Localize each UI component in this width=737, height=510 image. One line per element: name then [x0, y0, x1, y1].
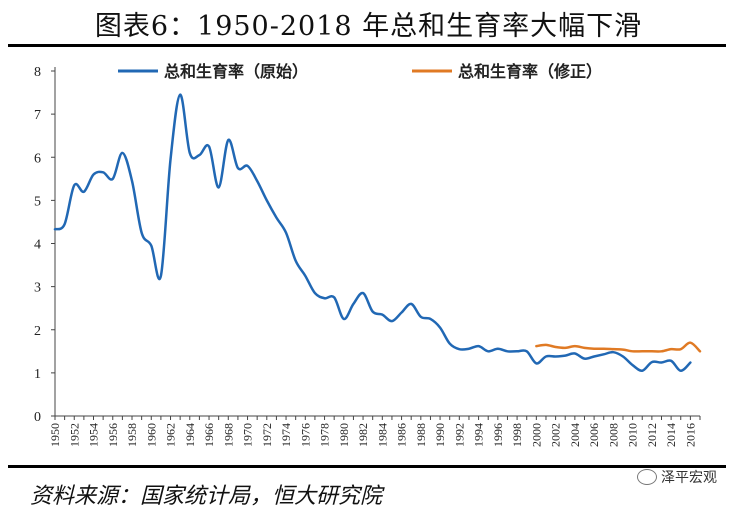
- x-tick-label: 1986: [395, 423, 409, 447]
- x-tick-label: 1968: [221, 423, 235, 447]
- x-tick-label: 2010: [626, 423, 640, 447]
- chart-title: 图表6：1950-2018 年总和生育率大幅下滑: [94, 11, 643, 42]
- x-tick-label: 2012: [645, 423, 659, 447]
- x-tick-label: 1958: [125, 423, 139, 447]
- x-tick-label: 1964: [183, 423, 197, 447]
- y-tick-label: 2: [34, 324, 41, 339]
- y-tick-label: 5: [34, 194, 41, 209]
- x-tick-label: 2000: [529, 423, 543, 447]
- x-tick-label: 2008: [606, 423, 620, 447]
- x-tick-label: 1966: [202, 423, 216, 447]
- x-tick-label: 1980: [337, 423, 351, 447]
- x-tick-label: 1994: [472, 423, 486, 447]
- x-tick-label: 2004: [568, 423, 582, 447]
- x-tick-label: 1984: [375, 423, 389, 447]
- x-tick-label: 1970: [241, 423, 255, 447]
- x-tick-label: 1976: [298, 423, 312, 447]
- x-tick-label: 2006: [587, 423, 601, 447]
- x-tick-label: 1962: [164, 423, 178, 447]
- x-tick-label: 1974: [279, 423, 293, 447]
- legend-label: 总和生育率（原始）: [164, 62, 308, 81]
- y-tick-label: 4: [34, 238, 41, 253]
- x-tick-label: 1990: [433, 423, 447, 447]
- y-tick-label: 1: [34, 367, 41, 382]
- x-tick-label: 1996: [491, 423, 505, 447]
- axes-layer: 0 1 2 3 4 5 6 7 8 1950 1952 1954 1956 1958 1960 1962 196…: [34, 65, 701, 447]
- x-tick-label: 2016: [683, 423, 697, 447]
- x-tick-label: 1978: [318, 423, 332, 447]
- x-tick-label: 2002: [549, 423, 563, 447]
- x-tick-label: 1952: [67, 423, 81, 447]
- x-tick-label: 1998: [510, 423, 524, 447]
- y-tick-label: 3: [34, 281, 41, 296]
- x-tick-label: 1954: [87, 423, 101, 447]
- x-tick-label: 2014: [664, 423, 678, 447]
- x-tick-label: 1988: [414, 423, 428, 447]
- source-note: 资料来源：国家统计局，恒大研究院: [30, 484, 383, 509]
- wechat-icon: [637, 469, 657, 485]
- x-tick-label: 1950: [48, 423, 62, 447]
- x-tick-label: 1972: [260, 423, 274, 447]
- series-layer: [53, 93, 702, 372]
- legend-label: 总和生育率（修正）: [458, 62, 602, 81]
- x-tick-label: 1992: [452, 423, 466, 447]
- title-rule: [8, 44, 726, 47]
- series-line-revised: [535, 341, 702, 353]
- y-tick-label: 0: [34, 410, 41, 425]
- x-tick-label: 1960: [144, 423, 158, 447]
- watermark-text: 泽平宏观: [661, 470, 717, 486]
- legend: 总和生育率（原始） 总和生育率（修正）: [118, 62, 602, 81]
- y-tick-label: 7: [34, 108, 41, 123]
- series-line-original: [53, 93, 692, 372]
- y-tick-label: 8: [34, 65, 41, 80]
- watermark: 泽平宏观: [637, 467, 717, 487]
- x-tick-label: 1956: [106, 423, 120, 447]
- y-tick-label: 6: [34, 151, 41, 166]
- source-rule: [8, 465, 726, 468]
- x-tick-label: 1982: [356, 423, 370, 447]
